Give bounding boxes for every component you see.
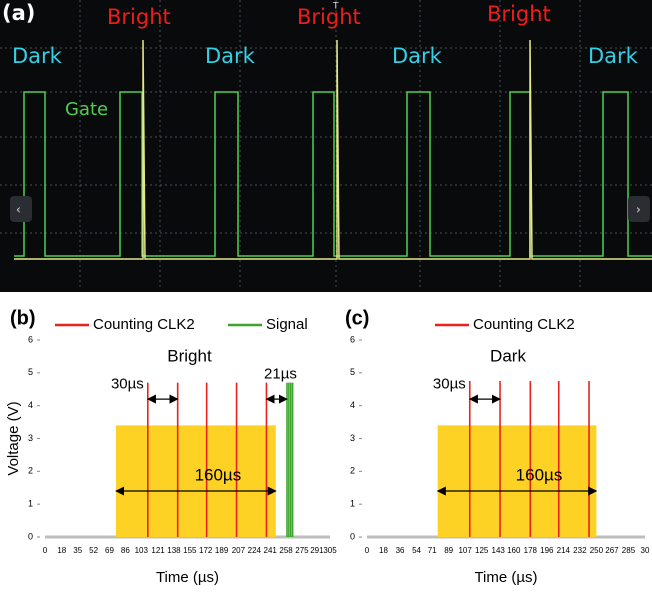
- panel-label: (c): [345, 307, 369, 329]
- gate-trace: [14, 91, 652, 257]
- x-tick-label: 275: [295, 546, 309, 555]
- bright-label: Bright: [297, 5, 361, 29]
- y-tick-label: 0: [350, 531, 355, 541]
- y-tick-label: 6: [350, 334, 355, 344]
- y-axis-label: Voltage (V): [5, 401, 22, 475]
- oscilloscope: ‹ › (a) T Bright Bright Bright Dark Dark…: [0, 0, 652, 292]
- x-tick-label: 267: [605, 546, 619, 555]
- gate-width-label: 160µs: [516, 466, 563, 485]
- y-tick-label: 3: [350, 433, 355, 443]
- x-tick-label: 125: [475, 546, 489, 555]
- x-tick-label: 232: [573, 546, 587, 555]
- dark-label: Dark: [205, 44, 256, 68]
- x-tick-label: 54: [412, 546, 421, 555]
- x-axis-label: Time (µs): [156, 569, 219, 586]
- y-tick-label: 3: [28, 433, 33, 443]
- gate-block: [437, 425, 597, 537]
- gap-label: 21µs: [264, 365, 297, 382]
- x-tick-label: 138: [167, 546, 181, 555]
- x-tick-label: 0: [365, 546, 370, 555]
- x-axis-label: Time (µs): [474, 569, 537, 586]
- x-tick-label: 18: [57, 546, 66, 555]
- gate-width-label: 160µs: [195, 466, 242, 485]
- x-tick-label: 18: [379, 546, 388, 555]
- x-tick-label: 155: [183, 546, 197, 555]
- y-tick-label: 1: [28, 499, 33, 509]
- x-tick-label: 71: [428, 546, 437, 555]
- x-tick-label: 241: [264, 546, 278, 555]
- x-tick-label: 178: [524, 546, 538, 555]
- dark-label: Dark: [12, 44, 63, 68]
- signal-trace: [14, 39, 652, 260]
- dark-label: Dark: [392, 44, 443, 68]
- x-tick-label: 107: [458, 546, 472, 555]
- x-tick-label: 143: [492, 546, 506, 555]
- x-tick-label: 69: [105, 546, 114, 555]
- scroll-right[interactable]: [628, 196, 650, 222]
- scope-screen: [0, 0, 652, 292]
- trigger-marker: T: [332, 2, 339, 12]
- x-tick-label: 35: [73, 546, 82, 555]
- x-tick-label: 189: [215, 546, 229, 555]
- chevron: ›: [636, 203, 641, 217]
- y-tick-label: 1: [350, 499, 355, 509]
- y-tick-label: 2: [28, 466, 33, 476]
- y-tick-label: 6: [28, 334, 33, 344]
- chart-title: Dark: [490, 346, 526, 365]
- y-tick-label: 2: [350, 466, 355, 476]
- gate-block: [116, 425, 276, 537]
- x-tick-label: 250: [590, 546, 604, 555]
- legend-label: Counting CLK2: [93, 316, 195, 333]
- y-tick-label: 5: [350, 367, 355, 377]
- x-tick-label: 121: [151, 546, 165, 555]
- x-tick-label: 291: [310, 546, 324, 555]
- panel-label: (a): [2, 1, 35, 25]
- x-tick-label: 86: [121, 546, 130, 555]
- x-tick-label: 30: [641, 546, 650, 555]
- x-tick-label: 196: [540, 546, 554, 555]
- scroll-left[interactable]: [10, 196, 32, 222]
- y-tick-label: 5: [28, 367, 33, 377]
- panel-label: (b): [10, 307, 36, 329]
- x-tick-label: 160: [507, 546, 521, 555]
- bright-label: Bright: [487, 2, 551, 26]
- y-tick-label: 4: [28, 400, 33, 410]
- legend-label: Signal: [266, 316, 308, 333]
- x-tick-label: 172: [199, 546, 213, 555]
- dark-label: Dark: [588, 44, 639, 68]
- x-tick-label: 0: [43, 546, 48, 555]
- bright-label: Bright: [107, 5, 171, 29]
- x-tick-label: 207: [232, 546, 246, 555]
- interval-label: 30µs: [433, 375, 466, 392]
- x-tick-label: 258: [279, 546, 293, 555]
- chevron: ‹: [16, 203, 21, 217]
- x-tick-label: 52: [89, 546, 98, 555]
- x-tick-label: 89: [444, 546, 453, 555]
- x-tick-label: 103: [135, 546, 149, 555]
- x-tick-label: 305: [323, 546, 337, 555]
- chart-title: Bright: [167, 346, 212, 365]
- interval-label: 30µs: [111, 375, 144, 392]
- x-tick-label: 36: [396, 546, 405, 555]
- x-tick-label: 214: [557, 546, 571, 555]
- y-tick-label: 0: [28, 531, 33, 541]
- legend-label: Counting CLK2: [473, 316, 575, 333]
- y-tick-label: 4: [350, 400, 355, 410]
- gate-label: Gate: [65, 99, 108, 120]
- x-tick-label: 285: [622, 546, 636, 555]
- x-tick-label: 224: [248, 546, 262, 555]
